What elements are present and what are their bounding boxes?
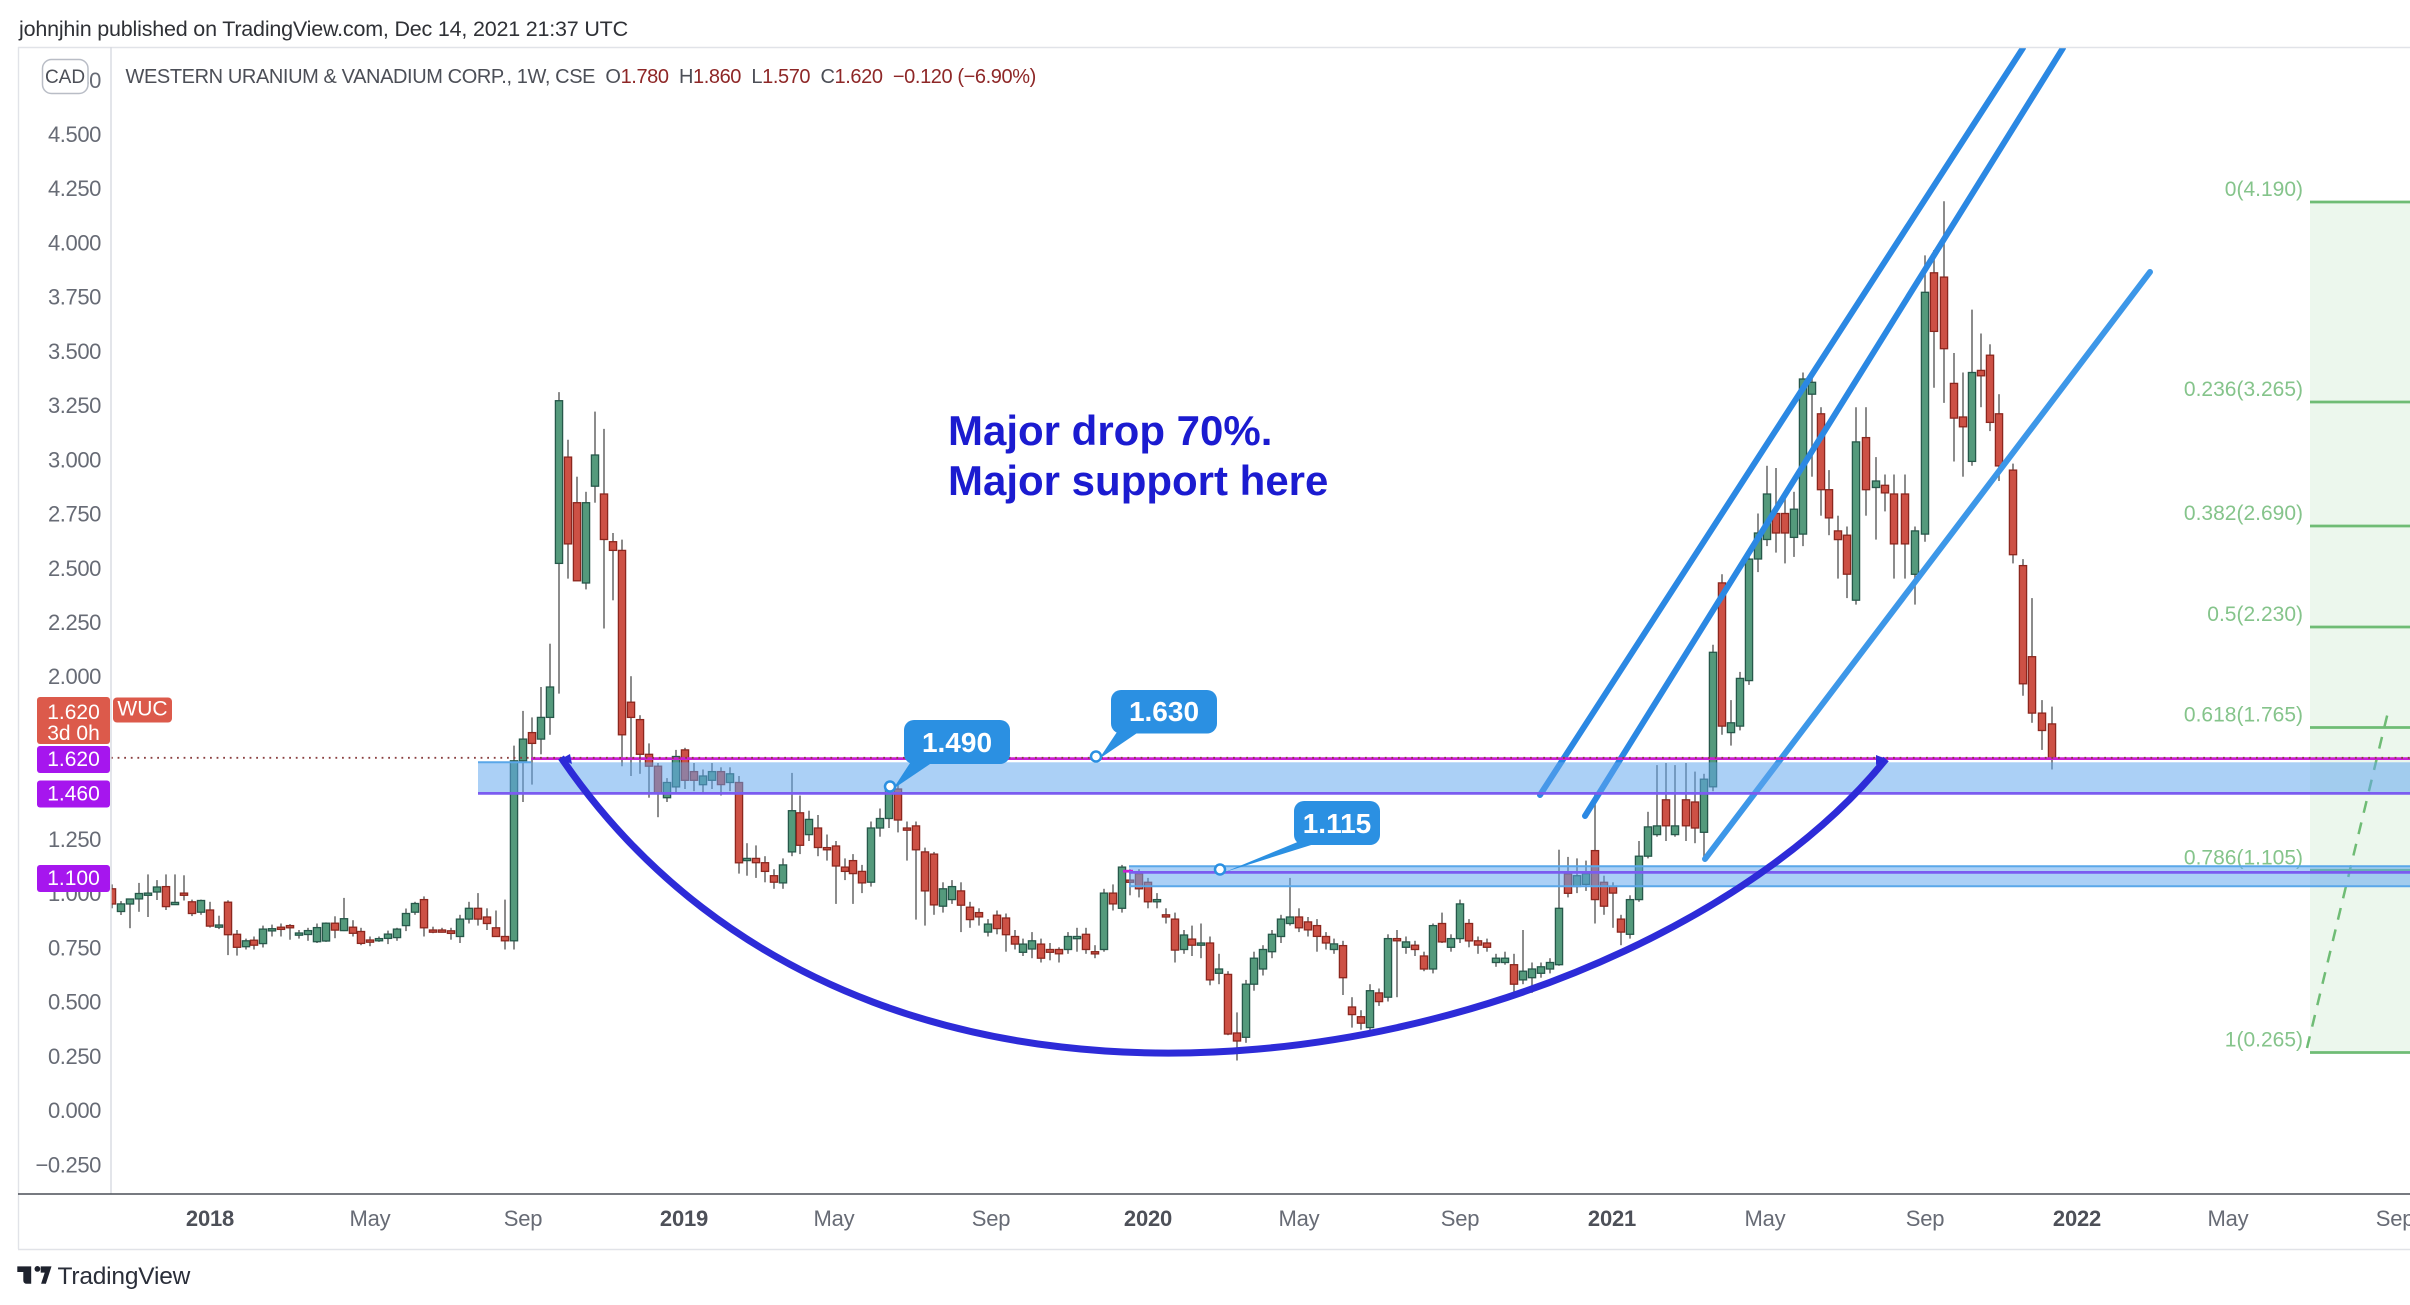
svg-text:3.500: 3.500 — [48, 339, 101, 364]
svg-text:May: May — [814, 1206, 855, 1231]
svg-text:2020: 2020 — [1124, 1206, 1172, 1231]
svg-text:3d 0h: 3d 0h — [47, 722, 100, 745]
svg-text:1.630: 1.630 — [1129, 696, 1199, 727]
svg-text:1.620: 1.620 — [47, 701, 100, 724]
svg-text:2.750: 2.750 — [48, 502, 101, 527]
svg-text:2022: 2022 — [2053, 1206, 2101, 1231]
svg-text:WESTERN URANIUM & VANADIUM COR: WESTERN URANIUM & VANADIUM CORP., 1W, CS… — [126, 66, 1036, 88]
svg-text:TradingView: TradingView — [58, 1263, 191, 1290]
svg-text:Sep: Sep — [504, 1206, 543, 1231]
svg-text:2018: 2018 — [186, 1206, 234, 1231]
svg-text:1.115: 1.115 — [1303, 808, 1372, 839]
svg-text:Sep: Sep — [2376, 1206, 2410, 1231]
svg-text:1.620: 1.620 — [47, 748, 100, 771]
svg-text:0.250: 0.250 — [48, 1044, 101, 1069]
svg-text:4.000: 4.000 — [48, 231, 101, 256]
svg-text:1(0.265): 1(0.265) — [2225, 1029, 2303, 1052]
svg-text:2.000: 2.000 — [48, 664, 101, 689]
svg-text:1.490: 1.490 — [922, 727, 992, 758]
svg-text:0.382(2.690): 0.382(2.690) — [2184, 502, 2303, 525]
svg-text:2.250: 2.250 — [48, 610, 101, 635]
svg-text:May: May — [1279, 1206, 1320, 1231]
svg-text:Sep: Sep — [1441, 1206, 1480, 1231]
svg-text:CAD: CAD — [45, 67, 85, 88]
svg-text:4.500: 4.500 — [48, 122, 101, 147]
svg-text:0.786(1.105): 0.786(1.105) — [2184, 846, 2303, 869]
svg-text:May: May — [350, 1206, 391, 1231]
svg-text:0.236(3.265): 0.236(3.265) — [2184, 378, 2303, 401]
svg-text:1.460: 1.460 — [47, 783, 100, 806]
svg-text:2019: 2019 — [660, 1206, 708, 1231]
svg-text:0.750: 0.750 — [48, 936, 101, 961]
svg-text:Sep: Sep — [1906, 1206, 1945, 1231]
svg-text:May: May — [1745, 1206, 1786, 1231]
svg-text:Major support here: Major support here — [948, 457, 1328, 504]
svg-text:3.000: 3.000 — [48, 448, 101, 473]
svg-text:1.100: 1.100 — [47, 867, 100, 890]
svg-text:WUC: WUC — [117, 698, 167, 721]
svg-text:−0.250: −0.250 — [35, 1153, 101, 1178]
svg-text:3.250: 3.250 — [48, 393, 101, 418]
svg-text:1.250: 1.250 — [48, 827, 101, 852]
svg-text:0.618(1.765): 0.618(1.765) — [2184, 704, 2303, 727]
svg-text:0.000: 0.000 — [48, 1098, 101, 1123]
svg-text:0.500: 0.500 — [48, 990, 101, 1015]
svg-text:3.750: 3.750 — [48, 285, 101, 310]
svg-text:2021: 2021 — [1588, 1206, 1636, 1231]
svg-text:May: May — [2208, 1206, 2249, 1231]
svg-text:2.500: 2.500 — [48, 556, 101, 581]
svg-text:0(4.190): 0(4.190) — [2225, 178, 2303, 201]
svg-text:Major drop 70%.: Major drop 70%. — [948, 407, 1272, 454]
svg-text:4.250: 4.250 — [48, 176, 101, 201]
svg-text:Sep: Sep — [972, 1206, 1011, 1231]
svg-text:johnjhin published on TradingV: johnjhin published on TradingView.com, D… — [18, 17, 628, 41]
svg-text:0.5(2.230): 0.5(2.230) — [2207, 603, 2303, 626]
